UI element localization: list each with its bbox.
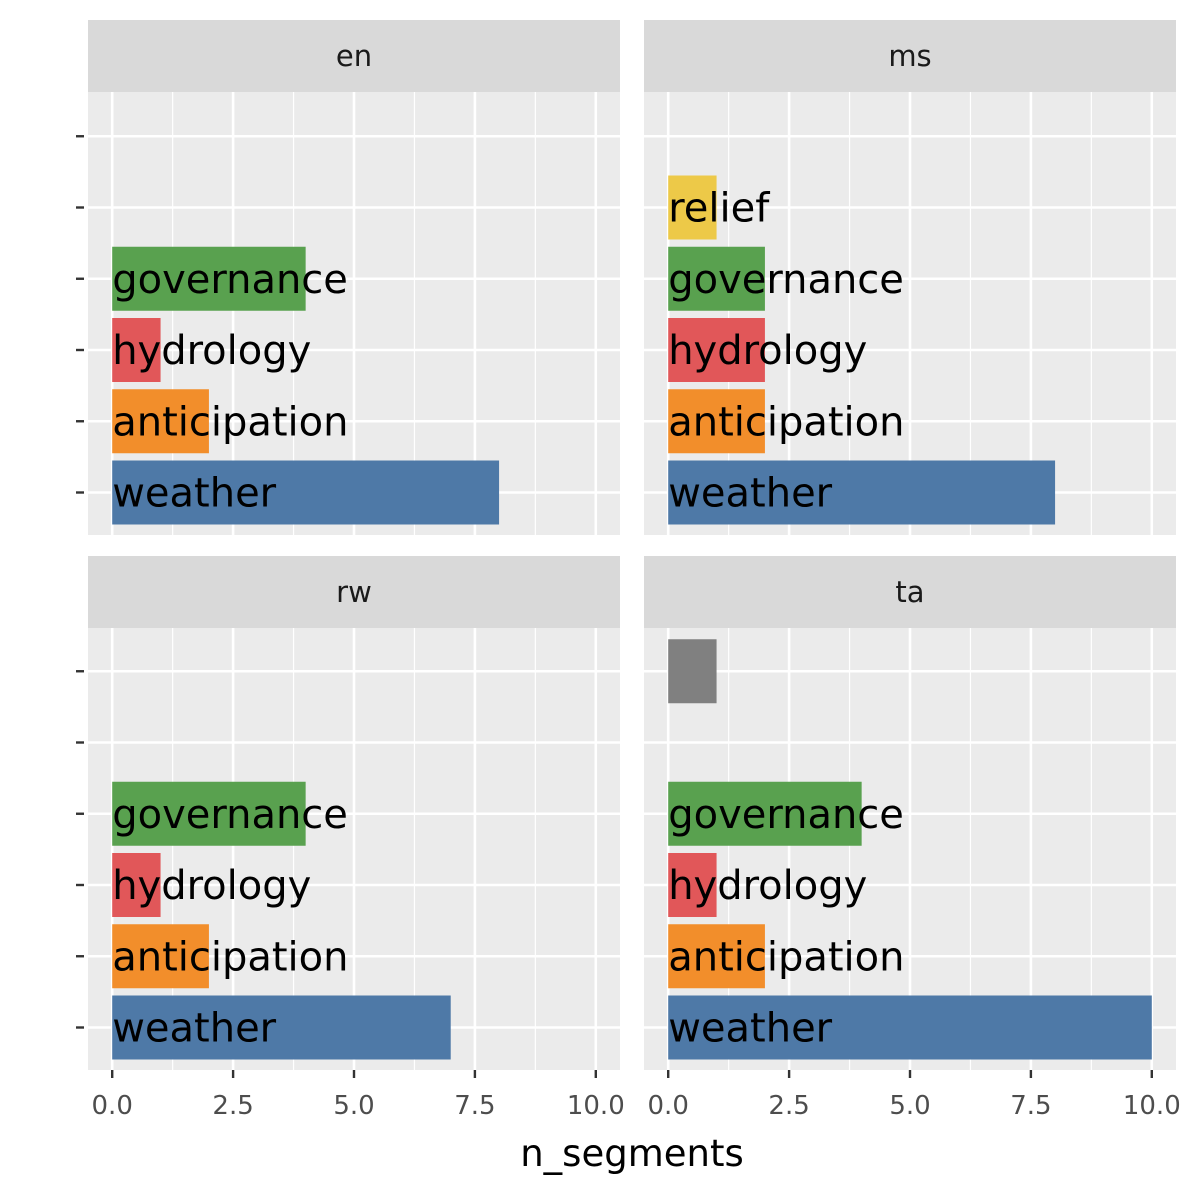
- bar-anticipation: [112, 389, 209, 454]
- facet-strip-label: ms: [888, 39, 931, 73]
- facet-strip: [88, 20, 620, 92]
- facet-strip-label: ta: [895, 575, 924, 609]
- bar-label-governance: governance: [112, 257, 348, 303]
- x-axis-title: n_segments: [520, 1132, 744, 1175]
- x-tick-label: 0.0: [648, 1091, 689, 1121]
- x-tick-label: 2.5: [768, 1091, 809, 1121]
- bar-weather: [112, 460, 500, 525]
- x-tick-label: 7.5: [1010, 1091, 1051, 1121]
- bar-hydrology: [668, 318, 765, 382]
- bar-label-anticipation: anticipation: [112, 934, 348, 980]
- facet-panel-ms: ms weather anticipation hydrology governance…: [644, 20, 1176, 535]
- bar-label-governance: governance: [668, 257, 904, 303]
- bar-label-weather: weather: [112, 471, 276, 517]
- bar-anticipation: [668, 924, 765, 989]
- bar-hydrology: [668, 853, 717, 917]
- bar-anticipation: [668, 389, 765, 454]
- x-tick-label: 5.0: [333, 1091, 374, 1121]
- facet-panel-ta: ta weather anticipation hydrology governance: [644, 556, 1176, 1070]
- bar-label-hydrology: hydrology: [668, 328, 867, 374]
- bar-label-hydrology: hydrology: [112, 328, 311, 374]
- bar-hydrology: [112, 853, 161, 917]
- y-axis: [76, 135, 84, 1029]
- bar-label-hydrology: hydrology: [668, 863, 867, 909]
- facet-strip-label: en: [336, 39, 372, 73]
- bar-governance: [668, 781, 862, 846]
- bar-label-weather: weather: [112, 1006, 276, 1052]
- bar-label-weather: weather: [668, 1006, 832, 1052]
- facet-strip-label: rw: [336, 575, 372, 609]
- bar-anticipation: [112, 924, 209, 989]
- bar-governance: [112, 246, 306, 311]
- bar-weather: [668, 995, 1152, 1060]
- bar-weather: [112, 995, 451, 1060]
- bar-weather: [668, 460, 1056, 525]
- bar-other: [668, 639, 717, 704]
- x-tick-label: 10.0: [567, 1091, 625, 1121]
- bar-label-weather: weather: [668, 471, 832, 517]
- facet-strip: [88, 556, 620, 628]
- x-tick-label: 2.5: [212, 1091, 253, 1121]
- bar-label-anticipation: anticipation: [668, 934, 904, 980]
- bar-label-governance: governance: [668, 792, 904, 838]
- facet-strip: [644, 20, 1176, 92]
- bar-hydrology: [112, 318, 161, 382]
- x-tick-label: 0.0: [92, 1091, 133, 1121]
- x-tick-label: 7.5: [454, 1091, 495, 1121]
- x-tick-label: 5.0: [889, 1091, 930, 1121]
- bar-governance: [668, 246, 765, 311]
- x-axis: 0.0 2.5 5.0 7.5 10.0 0.0 2.5 5.0 7.5 10.0: [92, 1070, 1181, 1121]
- bar-label-anticipation: anticipation: [668, 399, 904, 445]
- facet-strip: [644, 556, 1176, 628]
- facet-panel-en: en weather anticipation hydrology governance: [88, 20, 620, 535]
- bar-relief: [668, 175, 717, 240]
- bar-label-hydrology: hydrology: [112, 863, 311, 909]
- bar-label-governance: governance: [112, 792, 348, 838]
- facet-panel-rw: rw weather anticipation hydrology governance: [88, 556, 620, 1070]
- bar-governance: [112, 781, 306, 846]
- x-tick-label: 10.0: [1123, 1091, 1181, 1121]
- facet-panels: en weather anticipation hydrology governance…: [88, 20, 1176, 1070]
- bar-label-relief: relief: [668, 186, 770, 232]
- bar-label-anticipation: anticipation: [112, 399, 348, 445]
